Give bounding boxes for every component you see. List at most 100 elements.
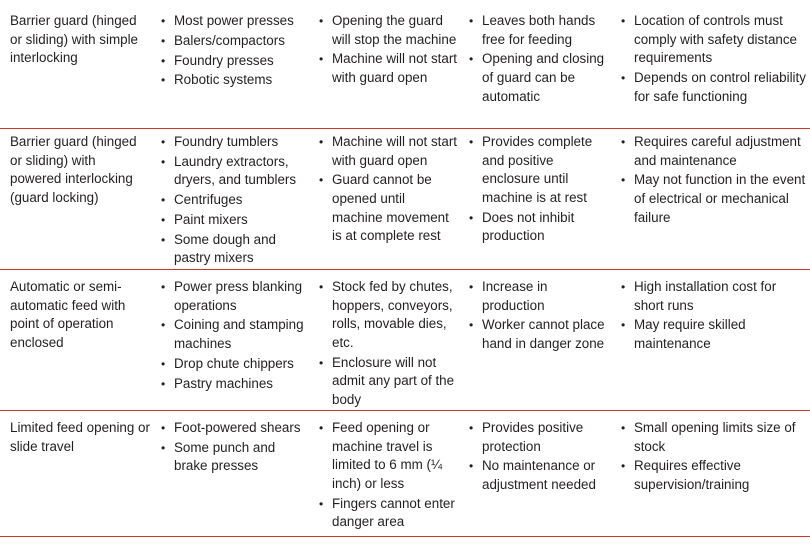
list-item: • Does not inhibit production	[469, 209, 575, 244]
advantages-cell: • Leaves both hands free for feeding • Ope…	[468, 12, 610, 107]
bullet-icon: •	[621, 318, 626, 333]
list-item: • Machine will not start with guard open	[319, 51, 458, 85]
bullet-icon: •	[621, 173, 626, 188]
list-item: • Foot-powered shears	[160, 419, 310, 438]
list-item: • Opening the guard will stop the machine	[319, 13, 457, 47]
bullet-icon: •	[621, 459, 626, 474]
bullet-icon: •	[161, 421, 166, 435]
list-item: • Opening and closing of guard can be aut…	[469, 51, 605, 104]
method-cell: Barrier guard (hinged or sliding) with p…	[10, 134, 137, 205]
bullet-icon: •	[319, 280, 324, 294]
bullet-icon: •	[469, 14, 474, 28]
applications-cell: • Foot-powered shears • Some punch and bra…	[160, 419, 310, 477]
bullet-icon: •	[161, 356, 166, 371]
list-item: • Paint mixers	[160, 211, 310, 230]
bullet-icon: •	[621, 280, 626, 294]
bullet-icon: •	[469, 318, 474, 333]
bullet-icon: •	[161, 232, 166, 247]
bullet-icon: •	[161, 53, 166, 68]
limitations-cell: • High installation cost for short runs •…	[620, 278, 806, 355]
bullet-icon: •	[161, 14, 166, 28]
function-cell: • Machine will not start with guard open …	[318, 133, 458, 247]
list-item: • Pastry machines	[160, 375, 310, 394]
method-cell: Barrier guard (hinged or sliding) with s…	[10, 13, 138, 66]
list-item: • Depends on control reliability for safe…	[621, 69, 806, 104]
list-item: • Enclosure will not admit any part of th…	[319, 354, 455, 407]
list-item: • Location of controls must comply with s…	[621, 13, 797, 66]
list-item: • High installation cost for short runs	[621, 279, 777, 313]
list-item: • Provides positive protection	[469, 420, 584, 454]
bullet-icon: •	[319, 14, 324, 28]
table-row: Limited feed opening or slide travel • Fo…	[0, 411, 810, 537]
bullet-icon: •	[469, 135, 474, 149]
bullet-icon: •	[621, 70, 626, 85]
list-item: • Requires effective supervision/training	[621, 458, 750, 492]
bullet-icon: •	[161, 154, 166, 169]
applications-cell: • Most power presses • Balers/compactors •…	[160, 12, 310, 91]
bullet-icon: •	[621, 135, 626, 149]
bullet-icon: •	[161, 212, 166, 227]
advantages-cell: • Provides positive protection • No mainte…	[468, 419, 610, 496]
bullet-icon: •	[161, 193, 166, 208]
bullet-icon: •	[319, 173, 324, 188]
list-item: • Foundry presses	[160, 52, 310, 71]
list-item: • May not function in the event of electr…	[621, 172, 806, 225]
limitations-cell: • Small opening limits size of stock • Req…	[620, 419, 806, 496]
list-item: • Feed opening or machine travel is limit…	[319, 420, 443, 491]
list-item: • Balers/compactors	[160, 32, 310, 51]
applications-cell: • Power press blanking operations • Coinin…	[160, 278, 310, 394]
list-item: • Robotic systems	[160, 71, 310, 90]
list-item: • Requires careful adjustment and mainten…	[621, 134, 801, 168]
list-item: • Provides complete and positive enclosur…	[469, 134, 593, 205]
table-row: Automatic or semi-automatic feed with po…	[0, 270, 810, 411]
list-item: • Drop chute chippers	[160, 355, 310, 374]
bullet-icon: •	[319, 421, 324, 435]
bullet-icon: •	[469, 52, 474, 67]
bullet-icon: •	[161, 440, 166, 455]
bullet-icon: •	[161, 376, 166, 391]
bullet-icon: •	[469, 280, 474, 294]
advantages-cell: • Provides complete and positive enclosur…	[468, 133, 610, 247]
list-item: • Stock fed by chutes, hoppers, conveyors…	[319, 279, 453, 350]
list-item: • Foundry tumblers	[160, 133, 310, 152]
method-cell: Limited feed opening or slide travel	[10, 420, 150, 454]
limitations-cell: • Requires careful adjustment and mainten…	[620, 133, 806, 228]
bullet-icon: •	[621, 14, 626, 28]
list-item: • Centrifuges	[160, 191, 310, 210]
bullet-icon: •	[469, 421, 474, 435]
bullet-icon: •	[319, 355, 324, 370]
bullet-icon: •	[161, 33, 166, 48]
bullet-icon: •	[161, 318, 166, 333]
function-cell: • Stock fed by chutes, hoppers, conveyors…	[318, 278, 458, 411]
list-item: • Power press blanking operations	[161, 279, 303, 313]
function-cell: • Opening the guard will stop the machine…	[318, 12, 458, 89]
bullet-icon: •	[161, 73, 166, 88]
list-item: • Some punch and brake presses	[161, 439, 276, 474]
list-item: • Worker cannot place hand in danger zone	[469, 317, 605, 351]
bullet-icon: •	[621, 421, 626, 435]
list-item: • Some dough and pastry mixers	[161, 231, 276, 266]
list-item: • Machine will not start with guard open	[319, 134, 458, 168]
limitations-cell: • Location of controls must comply with s…	[620, 12, 806, 107]
list-item: • Guard cannot be opened until machine mo…	[319, 172, 449, 244]
list-item: • Fingers cannot enter danger area	[319, 495, 455, 530]
bullet-icon: •	[161, 280, 166, 294]
applications-cell: • Foundry tumblers • Laundry extractors, d…	[160, 133, 310, 269]
function-cell: • Feed opening or machine travel is limit…	[318, 419, 458, 533]
method-cell: Automatic or semi-automatic feed with po…	[10, 279, 126, 350]
bullet-icon: •	[469, 459, 474, 474]
bullet-icon: •	[319, 52, 324, 67]
advantages-cell: • Increase in production • Worker cannot p…	[468, 278, 610, 355]
bullet-icon: •	[161, 135, 166, 149]
list-item: • Laundry extractors, dryers, and tumbler…	[161, 153, 297, 188]
list-item: • Leaves both hands free for feeding	[469, 13, 596, 47]
list-item: • No maintenance or adjustment needed	[469, 458, 596, 492]
list-item: • Most power presses	[160, 12, 310, 31]
table-row: Barrier guard (hinged or sliding) with s…	[0, 0, 810, 129]
bullet-icon: •	[469, 210, 474, 225]
list-item: • Increase in production	[469, 279, 548, 313]
list-item: • Small opening limits size of stock	[621, 420, 796, 454]
bullet-icon: •	[319, 496, 324, 511]
bullet-icon: •	[319, 135, 324, 149]
